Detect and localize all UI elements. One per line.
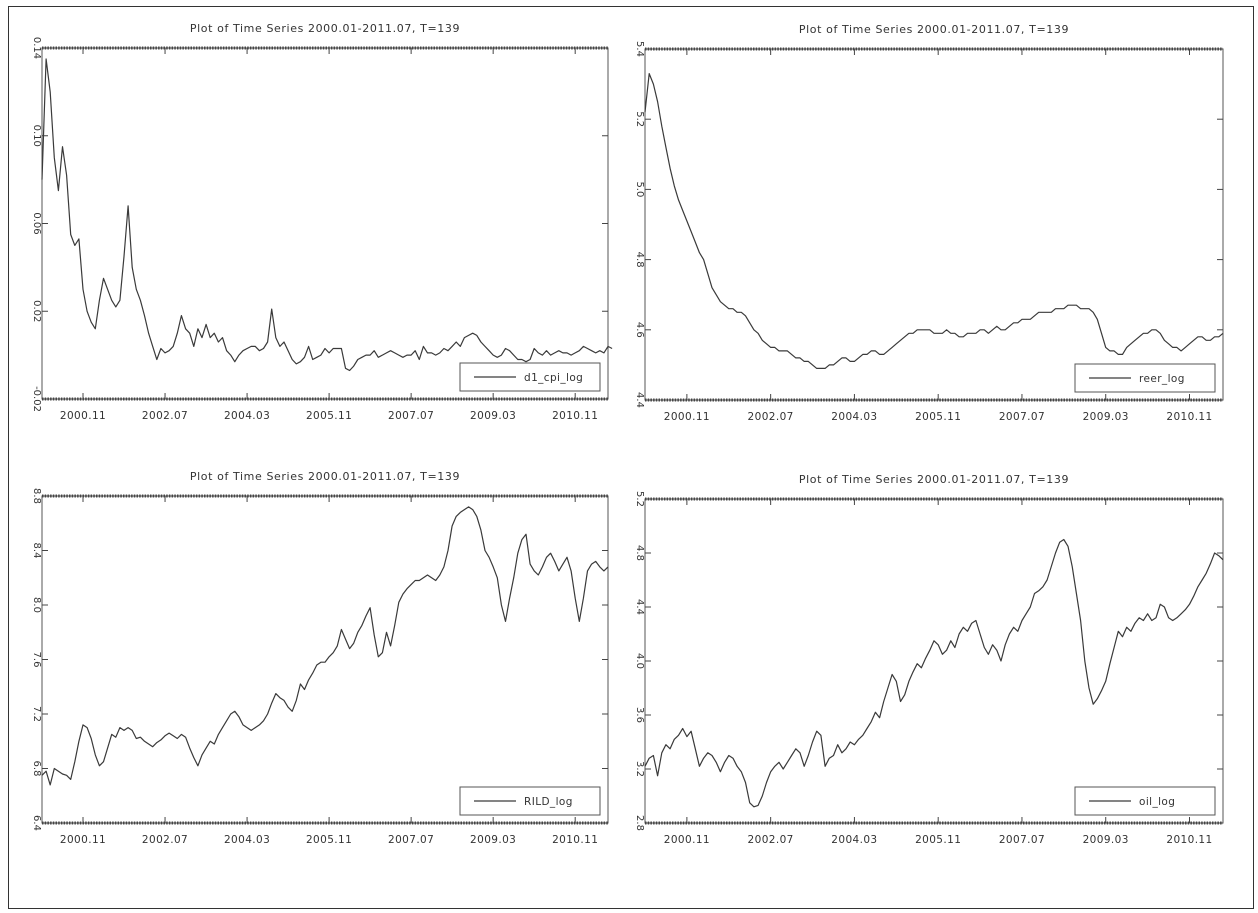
oil-y-tick-label: 3.2 bbox=[634, 761, 645, 777]
rild-x-tick-label: 2007.07 bbox=[388, 834, 434, 846]
figure-canvas: Plot of Time Series 2000.01-2011.07, T=1… bbox=[31, 22, 1224, 846]
cpi-x-tick-label: 2009.03 bbox=[470, 410, 516, 422]
oil-panel: Plot of Time Series 2000.01-2011.07, T=1… bbox=[634, 473, 1224, 846]
cpi-y-tick-label: 0.14 bbox=[31, 37, 42, 59]
oil-chart-title: Plot of Time Series 2000.01-2011.07, T=1… bbox=[799, 473, 1069, 486]
oil-y-tick-label: 2.8 bbox=[634, 815, 645, 831]
rild-x-tick-label: 2004.03 bbox=[224, 834, 270, 846]
rild-x-tick-label: 2002.07 bbox=[142, 834, 188, 846]
oil-legend-label: oil_log bbox=[1139, 796, 1175, 808]
reer-y-tick-label: 4.6 bbox=[634, 322, 645, 338]
rild-y-tick-label: 6.4 bbox=[31, 815, 42, 831]
rild-legend-label: RILD_log bbox=[524, 796, 573, 808]
oil-x-tick-label: 2004.03 bbox=[831, 834, 877, 846]
cpi-x-tick-label: 2007.07 bbox=[388, 410, 434, 422]
reer-x-tick-label: 2009.03 bbox=[1083, 411, 1129, 423]
reer-x-tick-label: 2004.03 bbox=[831, 411, 877, 423]
oil-x-tick-label: 2010.11 bbox=[1166, 834, 1212, 846]
cpi-legend-label: d1_cpi_log bbox=[524, 372, 583, 384]
reer-x-tick-label: 2010.11 bbox=[1166, 411, 1212, 423]
reer-plot-frame bbox=[644, 48, 1224, 401]
rild-chart-title: Plot of Time Series 2000.01-2011.07, T=1… bbox=[190, 470, 460, 483]
cpi-series-line bbox=[41, 58, 613, 372]
rild-y-tick-label: 8.8 bbox=[31, 488, 42, 504]
reer-x-tick-label: 2002.07 bbox=[748, 411, 794, 423]
reer-chart-title: Plot of Time Series 2000.01-2011.07, T=1… bbox=[799, 23, 1069, 36]
reer-y-tick-label: 5.4 bbox=[634, 41, 645, 57]
rild-plot-frame bbox=[41, 495, 609, 824]
cpi-chart-title: Plot of Time Series 2000.01-2011.07, T=1… bbox=[190, 22, 460, 35]
oil-x-tick-label: 2000.11 bbox=[664, 834, 710, 846]
oil-y-tick-label: 4.8 bbox=[634, 545, 645, 561]
reer-x-tick-label: 2005.11 bbox=[915, 411, 961, 423]
rild-series-line bbox=[41, 506, 609, 786]
rild-y-tick-label: 7.6 bbox=[31, 652, 42, 668]
rild-y-tick-label: 8.0 bbox=[31, 597, 42, 613]
rild-x-tick-label: 2010.11 bbox=[552, 834, 598, 846]
oil-y-tick-label: 5.2 bbox=[634, 491, 645, 507]
cpi-y-tick-label: 0.10 bbox=[31, 125, 42, 147]
cpi-y-tick-label: 0.02 bbox=[31, 300, 42, 322]
rild-y-tick-label: 7.2 bbox=[31, 706, 42, 722]
rild-x-tick-label: 2000.11 bbox=[60, 834, 106, 846]
reer-y-tick-label: 5.0 bbox=[634, 181, 645, 197]
cpi-panel: Plot of Time Series 2000.01-2011.07, T=1… bbox=[31, 22, 613, 422]
oil-x-tick-label: 2002.07 bbox=[748, 834, 794, 846]
reer-y-tick-label: 5.2 bbox=[634, 111, 645, 127]
cpi-x-tick-label: 2010.11 bbox=[552, 410, 598, 422]
reer-legend-label: reer_log bbox=[1139, 373, 1185, 385]
cpi-x-tick-label: 2002.07 bbox=[142, 410, 188, 422]
rild-x-tick-label: 2009.03 bbox=[470, 834, 516, 846]
cpi-y-tick-label: 0.06 bbox=[31, 212, 42, 234]
cpi-y-tick-label: -0.02 bbox=[31, 386, 42, 412]
cpi-x-tick-label: 2004.03 bbox=[224, 410, 270, 422]
figure-frame: Plot of Time Series 2000.01-2011.07, T=1… bbox=[8, 6, 1254, 909]
rild-y-tick-label: 6.8 bbox=[31, 761, 42, 777]
reer-y-tick-label: 4.4 bbox=[634, 392, 645, 408]
oil-series-line bbox=[644, 538, 1224, 808]
oil-x-tick-label: 2005.11 bbox=[915, 834, 961, 846]
oil-y-tick-label: 3.6 bbox=[634, 707, 645, 723]
oil-y-tick-label: 4.0 bbox=[634, 653, 645, 669]
oil-x-tick-label: 2009.03 bbox=[1083, 834, 1129, 846]
oil-y-tick-label: 4.4 bbox=[634, 599, 645, 615]
rild-y-tick-label: 8.4 bbox=[31, 543, 42, 559]
cpi-x-tick-label: 2000.11 bbox=[60, 410, 106, 422]
cpi-x-tick-label: 2005.11 bbox=[306, 410, 352, 422]
oil-plot-frame bbox=[644, 498, 1224, 824]
reer-y-tick-label: 4.8 bbox=[634, 252, 645, 268]
oil-x-tick-label: 2007.07 bbox=[999, 834, 1045, 846]
reer-x-tick-label: 2007.07 bbox=[999, 411, 1045, 423]
rild-x-tick-label: 2005.11 bbox=[306, 834, 352, 846]
reer-panel: Plot of Time Series 2000.01-2011.07, T=1… bbox=[634, 23, 1224, 423]
reer-series-line bbox=[644, 72, 1224, 369]
rild-panel: Plot of Time Series 2000.01-2011.07, T=1… bbox=[31, 470, 609, 846]
reer-x-tick-label: 2000.11 bbox=[664, 411, 710, 423]
